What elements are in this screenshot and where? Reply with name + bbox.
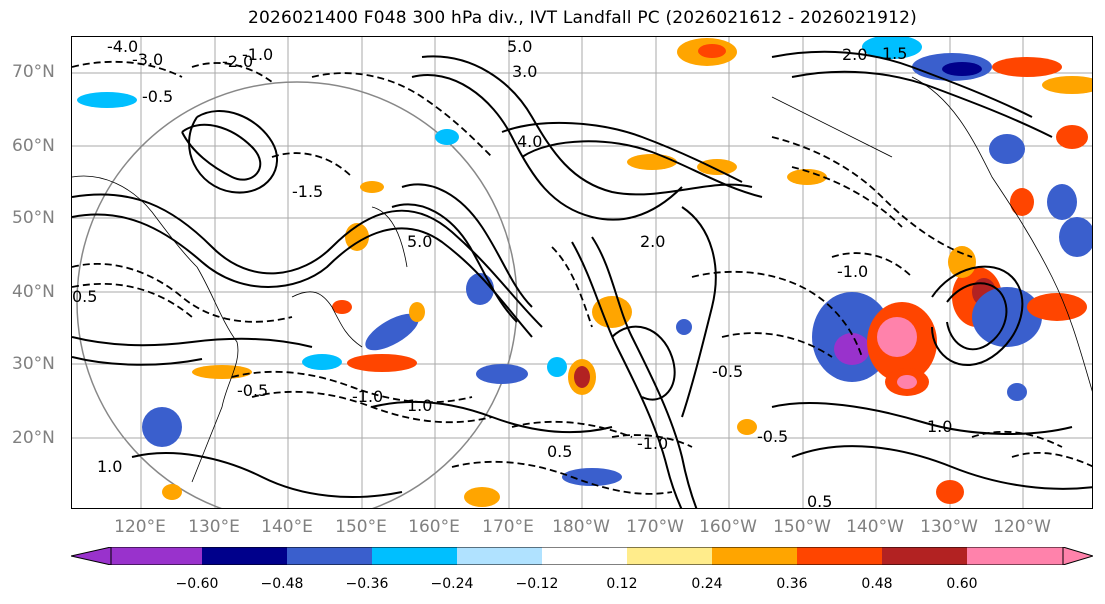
lat-label-60n: 60°N: [12, 136, 55, 156]
ivt-contours: [72, 50, 1092, 508]
lon-label-170e: 170°E: [482, 517, 534, 537]
colorbar-swatch: [287, 547, 372, 565]
graticule: [72, 37, 1092, 508]
map-panel: -4.0 -3.0 -2.0 -1.0 -0.5 0.5 1.0 1.5 2.0…: [71, 36, 1093, 509]
contour-label: 0.5: [807, 492, 832, 509]
colorbar-swatch: [712, 547, 797, 565]
colorbar-tick-label: 0.48: [861, 576, 893, 592]
map-canvas: -4.0 -3.0 -2.0 -1.0 -0.5 0.5 1.0 1.5 2.0…: [72, 37, 1092, 509]
contour-label: -1.0: [837, 262, 868, 281]
contour-label: 0.5: [72, 287, 97, 306]
lon-label-130e: 130°E: [188, 517, 240, 537]
lat-label-20n: 20°N: [12, 428, 55, 448]
shaded-divergence: [77, 37, 1092, 507]
colorbar-tick-label: −0.36: [345, 576, 389, 592]
colorbar-tick-label: −0.60: [175, 576, 219, 592]
contour-label: 1.0: [407, 396, 432, 415]
lon-label-160e: 160°E: [408, 517, 460, 537]
colorbar-tick-label: −0.12: [515, 576, 559, 592]
colorbar-extend-min: [71, 547, 111, 565]
contour-label: 1.0: [927, 417, 952, 436]
lon-label-140w: 140°W: [846, 517, 904, 537]
colorbar-swatch: [627, 547, 712, 565]
colorbar-swatch: [202, 547, 287, 565]
lat-label-70n: 70°N: [12, 62, 55, 82]
contour-label: -0.5: [712, 362, 743, 381]
contour-label: -4.0: [107, 37, 138, 56]
lon-label-180w: 180°W: [552, 517, 610, 537]
contour-label: 1.5: [882, 44, 907, 63]
colorbar-swatch: [797, 547, 882, 565]
contour-label: 1.0: [97, 457, 122, 476]
colorbar-tick-label: 0.12: [606, 576, 638, 592]
range-circle: [76, 81, 518, 508]
lon-label-170w: 170°W: [626, 517, 684, 537]
divergence-contours: [72, 60, 1092, 495]
contour-label: 2.0: [640, 232, 665, 251]
lat-label-40n: 40°N: [12, 282, 55, 302]
lon-label-140e: 140°E: [261, 517, 313, 537]
colorbar-tick-label: −0.48: [260, 576, 304, 592]
contour-label: -2.0: [222, 52, 253, 71]
colorbar: [71, 547, 1093, 565]
contour-label: -1.0: [242, 45, 273, 64]
lon-label-150w: 150°W: [773, 517, 831, 537]
contour-label: 5.0: [407, 232, 432, 251]
lat-label-50n: 50°N: [12, 208, 55, 228]
contour-label: 0.5: [547, 442, 572, 461]
contour-label: 4.0: [517, 132, 542, 151]
colorbar-swatch: [372, 547, 457, 565]
contour-label-group: -4.0 -3.0 -2.0 -1.0 -0.5 0.5 1.0 1.5 2.0…: [72, 37, 952, 509]
lon-label-150e: 150°E: [335, 517, 387, 537]
lon-label-120e: 120°E: [114, 517, 166, 537]
colorbar-swatch: [882, 547, 967, 565]
contour-label: -1.0: [637, 434, 668, 453]
map-title: 2026021400 F048 300 hPa div., IVT Landfa…: [248, 8, 917, 28]
contour-label: -3.0: [132, 50, 163, 69]
colorbar-swatch: [542, 547, 627, 565]
colorbar-swatch: [967, 547, 1063, 565]
contour-label: -0.5: [237, 381, 268, 400]
colorbar-tick-label: 0.60: [946, 576, 978, 592]
lon-label-130w: 130°W: [920, 517, 978, 537]
lon-label-160w: 160°W: [699, 517, 757, 537]
contour-label: -1.5: [292, 182, 323, 201]
lon-label-120w: 120°W: [993, 517, 1051, 537]
colorbar-extend-max: [1063, 547, 1093, 565]
contour-label: 2.0: [842, 45, 867, 64]
contour-label: -0.5: [757, 427, 788, 446]
colorbar-swatch: [457, 547, 542, 565]
contour-label: 3.0: [512, 62, 537, 81]
lat-label-30n: 30°N: [12, 354, 55, 374]
colorbar-tick-label: 0.24: [691, 576, 723, 592]
colorbar-swatch: [111, 547, 202, 565]
colorbar-tick-label: 0.36: [776, 576, 808, 592]
contour-label: -0.5: [142, 87, 173, 106]
contour-label: 5.0: [507, 37, 532, 56]
colorbar-tick-label: −0.24: [430, 576, 474, 592]
contour-label: -1.0: [352, 387, 383, 406]
